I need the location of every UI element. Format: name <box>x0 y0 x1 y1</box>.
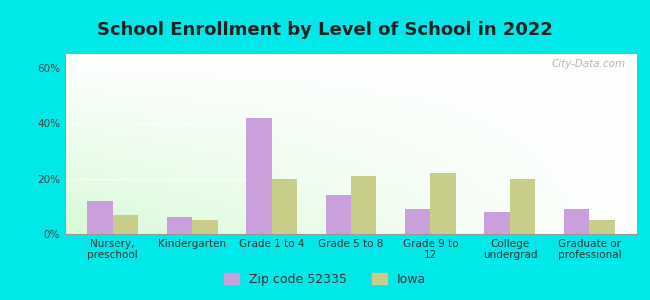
Bar <box>484 212 510 234</box>
Bar <box>166 218 192 234</box>
Bar <box>564 209 590 234</box>
Bar <box>405 209 430 234</box>
Bar <box>590 220 615 234</box>
Bar <box>351 176 376 234</box>
Bar <box>112 214 138 234</box>
Text: City-Data.com: City-Data.com <box>551 59 625 69</box>
Bar <box>326 195 351 234</box>
Text: School Enrollment by Level of School in 2022: School Enrollment by Level of School in … <box>97 21 553 39</box>
Bar <box>246 118 272 234</box>
Bar <box>510 178 536 234</box>
Bar <box>272 178 297 234</box>
Legend: Zip code 52335, Iowa: Zip code 52335, Iowa <box>219 268 431 291</box>
Bar <box>430 173 456 234</box>
Bar <box>192 220 218 234</box>
Bar <box>87 201 112 234</box>
